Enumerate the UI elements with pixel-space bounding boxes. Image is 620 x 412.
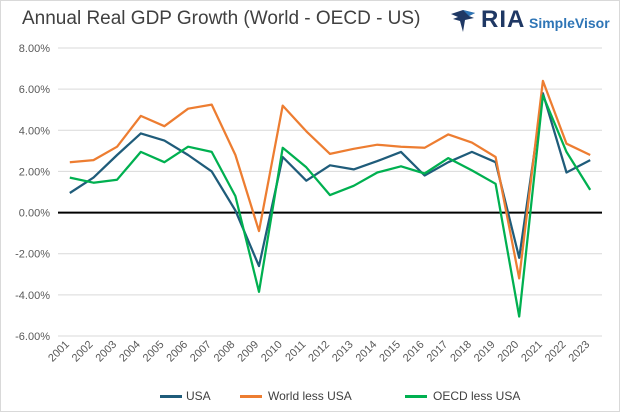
legend-label-usa: USA [186, 389, 211, 403]
y-tick-label: 6.00% [19, 84, 50, 96]
x-tick-label: 2022 [543, 339, 569, 365]
logo-simplevisor-text: SimpleVisor [529, 15, 610, 31]
legend-swatch-oecd-less-usa [405, 395, 427, 398]
x-tick-label: 2012 [306, 339, 332, 365]
y-axis-ticks: -6.00% -4.00% -2.00% 0.00% 2.00% 4.00% 6.00% 8.… [15, 43, 50, 343]
y-tick-label: -4.00% [15, 290, 50, 302]
x-tick-label: 2016 [401, 339, 427, 365]
x-tick-label: 2017 [425, 339, 451, 365]
x-axis-ticks: 2001200220032004200520062007200820092010… [46, 339, 592, 365]
legend-label-oecd-less-usa: OECD less USA [433, 389, 521, 403]
series-lines [69, 79, 592, 318]
x-tick-label: 2005 [141, 339, 167, 365]
eagle-icon [451, 10, 475, 32]
chart-title: Annual Real GDP Growth (World - OECD - U… [22, 8, 421, 29]
x-tick-label: 2015 [377, 339, 403, 365]
x-tick-label: 2018 [448, 339, 474, 365]
x-tick-label: 2014 [354, 339, 380, 365]
legend-swatch-world-less-usa [240, 395, 262, 398]
series-line-oecd-less-usa [69, 94, 592, 318]
gridlines [58, 47, 602, 337]
y-tick-label: -2.00% [15, 249, 50, 261]
y-tick-label: 2.00% [19, 166, 50, 178]
x-tick-label: 2010 [259, 339, 285, 365]
x-tick-label: 2011 [283, 339, 308, 364]
x-tick-label: 2006 [164, 339, 190, 365]
y-tick-label: 8.00% [19, 43, 50, 55]
x-tick-label: 2020 [496, 339, 522, 365]
y-tick-label: 0.00% [19, 208, 50, 220]
x-tick-label: 2002 [70, 339, 96, 365]
x-tick-label: 2023 [566, 339, 592, 365]
x-tick-label: 2021 [519, 339, 545, 365]
line-chart: -6.00% -4.00% -2.00% 0.00% 2.00% 4.00% 6.00% 8.… [15, 43, 602, 365]
x-tick-label: 2008 [212, 339, 238, 365]
legend-swatch-usa [160, 395, 182, 398]
x-tick-label: 2019 [472, 339, 498, 365]
y-tick-label: 4.00% [19, 125, 50, 137]
logo-ria-text: RIA [481, 6, 526, 33]
legend: USA World less USA OECD less USA [0, 384, 620, 406]
x-tick-label: 2001 [46, 339, 72, 365]
legend-label-world-less-usa: World less USA [268, 389, 352, 403]
x-tick-label: 2009 [235, 339, 261, 365]
x-tick-label: 2007 [188, 339, 214, 365]
ria-simplevisor-logo: RIA SimpleVisor [449, 6, 610, 38]
x-tick-label: 2004 [117, 339, 143, 365]
series-line-world-less-usa [69, 79, 591, 280]
x-tick-label: 2013 [330, 339, 356, 365]
x-tick-label: 2003 [93, 339, 119, 365]
y-tick-label: -6.00% [15, 331, 50, 343]
